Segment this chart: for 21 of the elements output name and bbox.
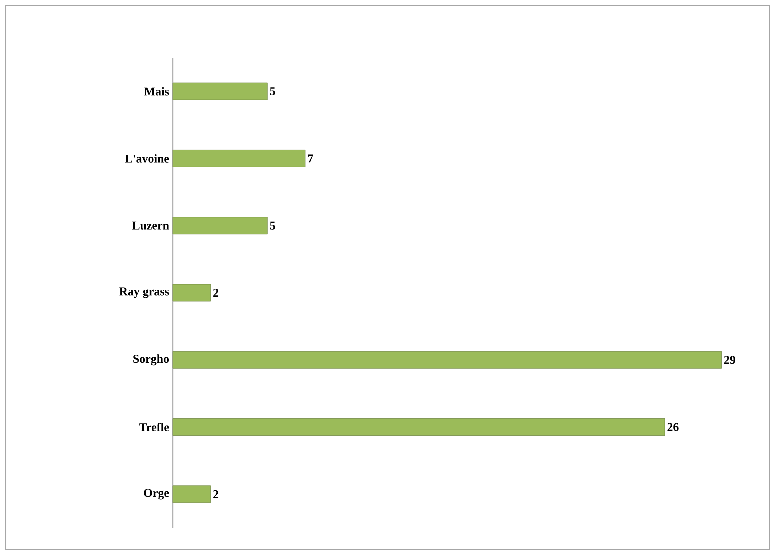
data-label: 26 (668, 423, 679, 432)
data-label: 5 (270, 222, 276, 230)
y-tick-label: L'avoine (125, 154, 170, 163)
y-tick-label: Sorgho (134, 354, 170, 366)
y-tick-label: Orge (144, 489, 170, 500)
y-tick-label: Mais (144, 87, 170, 96)
data-label: 2 (214, 289, 219, 297)
bar (172, 82, 268, 100)
y-tick-label: Luzern (132, 222, 170, 230)
bar (172, 150, 306, 168)
data-label: 2 (214, 490, 219, 498)
bar (172, 486, 212, 504)
y-tick-label: Trefle (140, 423, 170, 432)
bar (172, 351, 722, 369)
data-label: 29 (724, 356, 736, 364)
data-label: 5 (270, 88, 276, 96)
y-tick-label: Ray grass (120, 288, 170, 298)
data-label: 7 (308, 154, 314, 163)
bar (172, 217, 268, 235)
bar (172, 284, 212, 302)
bar (172, 418, 666, 436)
